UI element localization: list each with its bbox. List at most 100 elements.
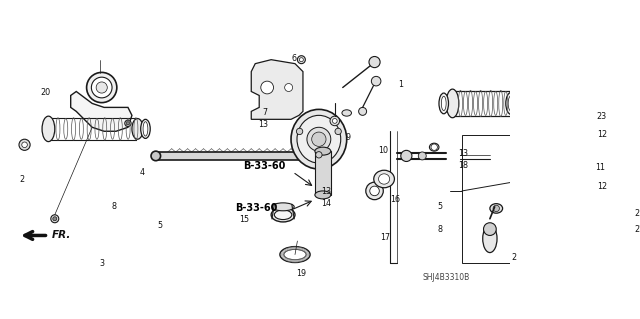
Ellipse shape	[312, 132, 326, 146]
Text: 22: 22	[635, 226, 640, 234]
Ellipse shape	[272, 203, 294, 211]
Circle shape	[371, 76, 381, 86]
Polygon shape	[70, 92, 132, 131]
Text: B-33-60: B-33-60	[243, 161, 285, 171]
Circle shape	[300, 58, 303, 62]
Ellipse shape	[490, 204, 502, 213]
Ellipse shape	[132, 119, 143, 139]
Text: 13: 13	[258, 120, 268, 129]
Ellipse shape	[143, 122, 148, 136]
Circle shape	[623, 147, 636, 160]
Text: 1: 1	[399, 80, 403, 89]
Ellipse shape	[506, 92, 517, 115]
Bar	[315, 151, 331, 195]
Ellipse shape	[374, 170, 394, 188]
Text: 3: 3	[99, 259, 104, 268]
Text: 8: 8	[438, 226, 443, 234]
Circle shape	[330, 116, 340, 126]
Text: 23: 23	[596, 112, 607, 121]
Polygon shape	[252, 60, 303, 119]
Text: 10: 10	[378, 146, 388, 155]
Circle shape	[51, 215, 59, 223]
Ellipse shape	[291, 109, 347, 169]
Text: 17: 17	[380, 233, 390, 241]
Circle shape	[358, 108, 367, 115]
Ellipse shape	[307, 127, 331, 151]
Text: 7: 7	[263, 108, 268, 117]
Circle shape	[22, 142, 28, 148]
Text: 12: 12	[596, 182, 607, 191]
Circle shape	[332, 119, 337, 123]
Ellipse shape	[439, 93, 449, 114]
Ellipse shape	[342, 110, 351, 116]
Text: 2: 2	[512, 253, 517, 262]
Circle shape	[632, 130, 639, 136]
Text: 21: 21	[635, 210, 640, 219]
Text: 8: 8	[112, 202, 117, 211]
Text: 18: 18	[458, 161, 468, 170]
Text: 14: 14	[321, 199, 331, 208]
Text: 5: 5	[438, 202, 443, 211]
Text: 13: 13	[321, 187, 331, 196]
Text: 2: 2	[19, 175, 24, 184]
Circle shape	[369, 56, 380, 68]
Text: SHJ4B3310B: SHJ4B3310B	[422, 273, 470, 282]
Bar	[462, 135, 510, 263]
Ellipse shape	[284, 249, 306, 260]
Circle shape	[126, 122, 129, 125]
Text: 5: 5	[157, 221, 163, 230]
Text: 16: 16	[390, 195, 401, 204]
Text: 12: 12	[596, 130, 607, 139]
Bar	[156, 152, 319, 160]
Circle shape	[520, 72, 527, 79]
Circle shape	[298, 56, 305, 64]
Circle shape	[125, 120, 131, 127]
Ellipse shape	[42, 116, 55, 142]
Ellipse shape	[151, 151, 161, 161]
Ellipse shape	[297, 115, 340, 163]
Ellipse shape	[315, 147, 331, 155]
Circle shape	[401, 150, 412, 161]
Bar	[617, 103, 637, 108]
Circle shape	[19, 139, 30, 150]
Ellipse shape	[429, 143, 439, 151]
Text: B-33-60: B-33-60	[236, 203, 278, 213]
Ellipse shape	[370, 186, 380, 196]
Circle shape	[335, 128, 341, 135]
Text: 9: 9	[346, 133, 351, 142]
Circle shape	[483, 223, 496, 235]
Ellipse shape	[366, 182, 383, 200]
Ellipse shape	[446, 89, 459, 118]
Ellipse shape	[614, 89, 628, 94]
Ellipse shape	[629, 128, 640, 137]
Circle shape	[296, 128, 303, 135]
Circle shape	[52, 217, 57, 221]
Text: 6: 6	[291, 54, 296, 63]
Ellipse shape	[378, 174, 390, 184]
Ellipse shape	[92, 77, 112, 98]
Circle shape	[260, 81, 273, 94]
Ellipse shape	[86, 72, 117, 103]
Ellipse shape	[141, 119, 150, 138]
Ellipse shape	[483, 225, 497, 253]
Ellipse shape	[622, 149, 636, 177]
Ellipse shape	[518, 72, 528, 79]
Circle shape	[419, 152, 426, 160]
Ellipse shape	[315, 191, 331, 199]
Circle shape	[285, 84, 292, 92]
Ellipse shape	[275, 210, 292, 219]
Text: 15: 15	[239, 215, 249, 224]
Ellipse shape	[315, 152, 323, 160]
Text: 20: 20	[40, 88, 51, 97]
Ellipse shape	[508, 95, 515, 111]
Ellipse shape	[442, 96, 446, 111]
Ellipse shape	[96, 82, 108, 93]
Circle shape	[493, 205, 499, 211]
Text: 11: 11	[595, 163, 605, 172]
Text: 19: 19	[296, 269, 307, 278]
Text: FR.: FR.	[52, 230, 71, 241]
Text: 13: 13	[458, 149, 468, 158]
Circle shape	[316, 152, 322, 158]
Circle shape	[431, 144, 437, 150]
Ellipse shape	[271, 208, 295, 222]
